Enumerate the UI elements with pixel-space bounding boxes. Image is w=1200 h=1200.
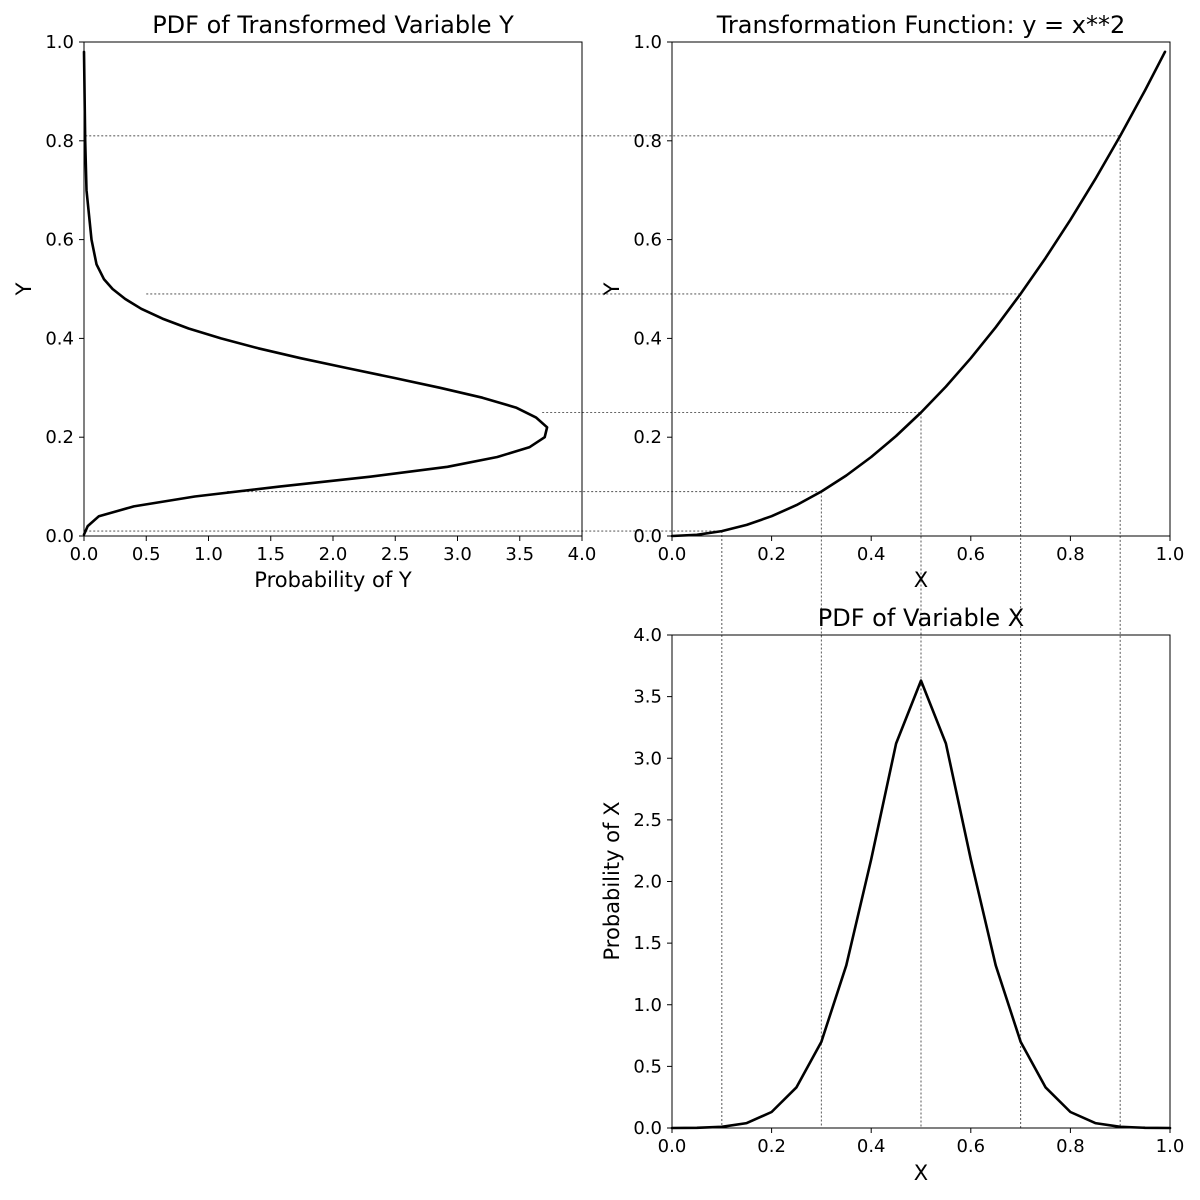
- pdf_x-ytick-label: 2.0: [633, 872, 662, 893]
- transform-xtick-label: 0.4: [857, 544, 886, 565]
- pdf_x-xtick-label: 0.4: [857, 1136, 886, 1157]
- pdf_x-xtick-label: 1.0: [1156, 1136, 1185, 1157]
- pdf_y-axes-frame: [83, 41, 583, 537]
- pdf_x-ytick-label: 4.0: [633, 625, 662, 646]
- pdf_x-xtick-label: 0.2: [757, 1136, 786, 1157]
- pdf-x-panel: PDF of Variable X X Probability of X 0.0…: [600, 604, 1184, 1185]
- pdf-x-xlabel: X: [914, 1161, 928, 1185]
- pdf_y-xtick-label: 0.5: [132, 544, 161, 565]
- pdf_y-xtick-label: 1.0: [194, 544, 223, 565]
- transform-title: Transformation Function: y = x**2: [716, 11, 1126, 39]
- transform-ytick-label: 0.0: [633, 526, 662, 547]
- pdf_y-series-line: [82, 50, 549, 536]
- pdf_y-ytick-label: 1.0: [45, 32, 74, 53]
- pdf_x-xtick-label: 0.8: [1056, 1136, 1085, 1157]
- pdf_y-ytick-label: 0.2: [45, 427, 74, 448]
- transform-xlabel: X: [914, 568, 928, 592]
- pdf_y-xtick-label: 3.0: [443, 544, 472, 565]
- transform-axes-frame: [671, 41, 1171, 537]
- pdf_x-xtick-label: 0.0: [658, 1136, 687, 1157]
- pdf_x-ytick-label: 3.5: [633, 687, 662, 708]
- transform-xtick-label: 0.2: [757, 544, 786, 565]
- pdf_x-ytick-label: 0.5: [633, 1056, 662, 1077]
- transform-xtick-label: 0.6: [956, 544, 985, 565]
- transform-xtick-label: 1.0: [1156, 544, 1185, 565]
- pdf_y-xtick-label: 0.0: [70, 544, 99, 565]
- pdf-x-ylabel: Probability of X: [600, 802, 624, 961]
- transform-series-line: [670, 50, 1167, 538]
- pdf_x-ytick-label: 2.5: [633, 810, 662, 831]
- pdf-y-xlabel: Probability of Y: [254, 568, 412, 592]
- transform-xtick-label: 0.8: [1056, 544, 1085, 565]
- pdf_y-ytick-label: 0.6: [45, 230, 74, 251]
- transform-ylabel: Y: [600, 282, 624, 296]
- transform-ytick-label: 0.8: [633, 131, 662, 152]
- pdf-y-ylabel: Y: [12, 282, 36, 296]
- transform-ytick-label: 0.6: [633, 230, 662, 251]
- transform-xtick-label: 0.0: [658, 544, 687, 565]
- pdf_x-ytick-label: 3.0: [633, 748, 662, 769]
- pdf_x-series-line: [670, 679, 1172, 1130]
- pdf_y-xtick-label: 1.5: [256, 544, 285, 565]
- pdf-y-title: PDF of Transformed Variable Y: [152, 11, 514, 39]
- pdf_x-ytick-label: 1.0: [633, 995, 662, 1016]
- pdf_y-xtick-label: 2.0: [319, 544, 348, 565]
- transform-ytick-label: 1.0: [633, 32, 662, 53]
- pdf_y-ytick-label: 0.0: [45, 526, 74, 547]
- transform-panel: Transformation Function: y = x**2 X Y 0.…: [600, 11, 1184, 592]
- pdf_y-ytick-label: 0.8: [45, 131, 74, 152]
- pdf_x-xtick-label: 0.6: [956, 1136, 985, 1157]
- pdf-x-title: PDF of Variable X: [818, 604, 1024, 632]
- pdf_x-ytick-label: 0.0: [633, 1118, 662, 1139]
- transform-ytick-label: 0.2: [633, 427, 662, 448]
- pdf_y-xtick-label: 3.5: [505, 544, 534, 565]
- pdf_y-ytick-label: 0.4: [45, 328, 74, 349]
- transform-ytick-label: 0.4: [633, 328, 662, 349]
- pdf_y-xtick-label: 2.5: [381, 544, 410, 565]
- guide-lines: [85, 135, 1121, 1128]
- pdf-y-panel: PDF of Transformed Variable Y Probabilit…: [12, 11, 596, 592]
- pdf_y-xtick-label: 4.0: [568, 544, 597, 565]
- pdf_x-ytick-label: 1.5: [633, 933, 662, 954]
